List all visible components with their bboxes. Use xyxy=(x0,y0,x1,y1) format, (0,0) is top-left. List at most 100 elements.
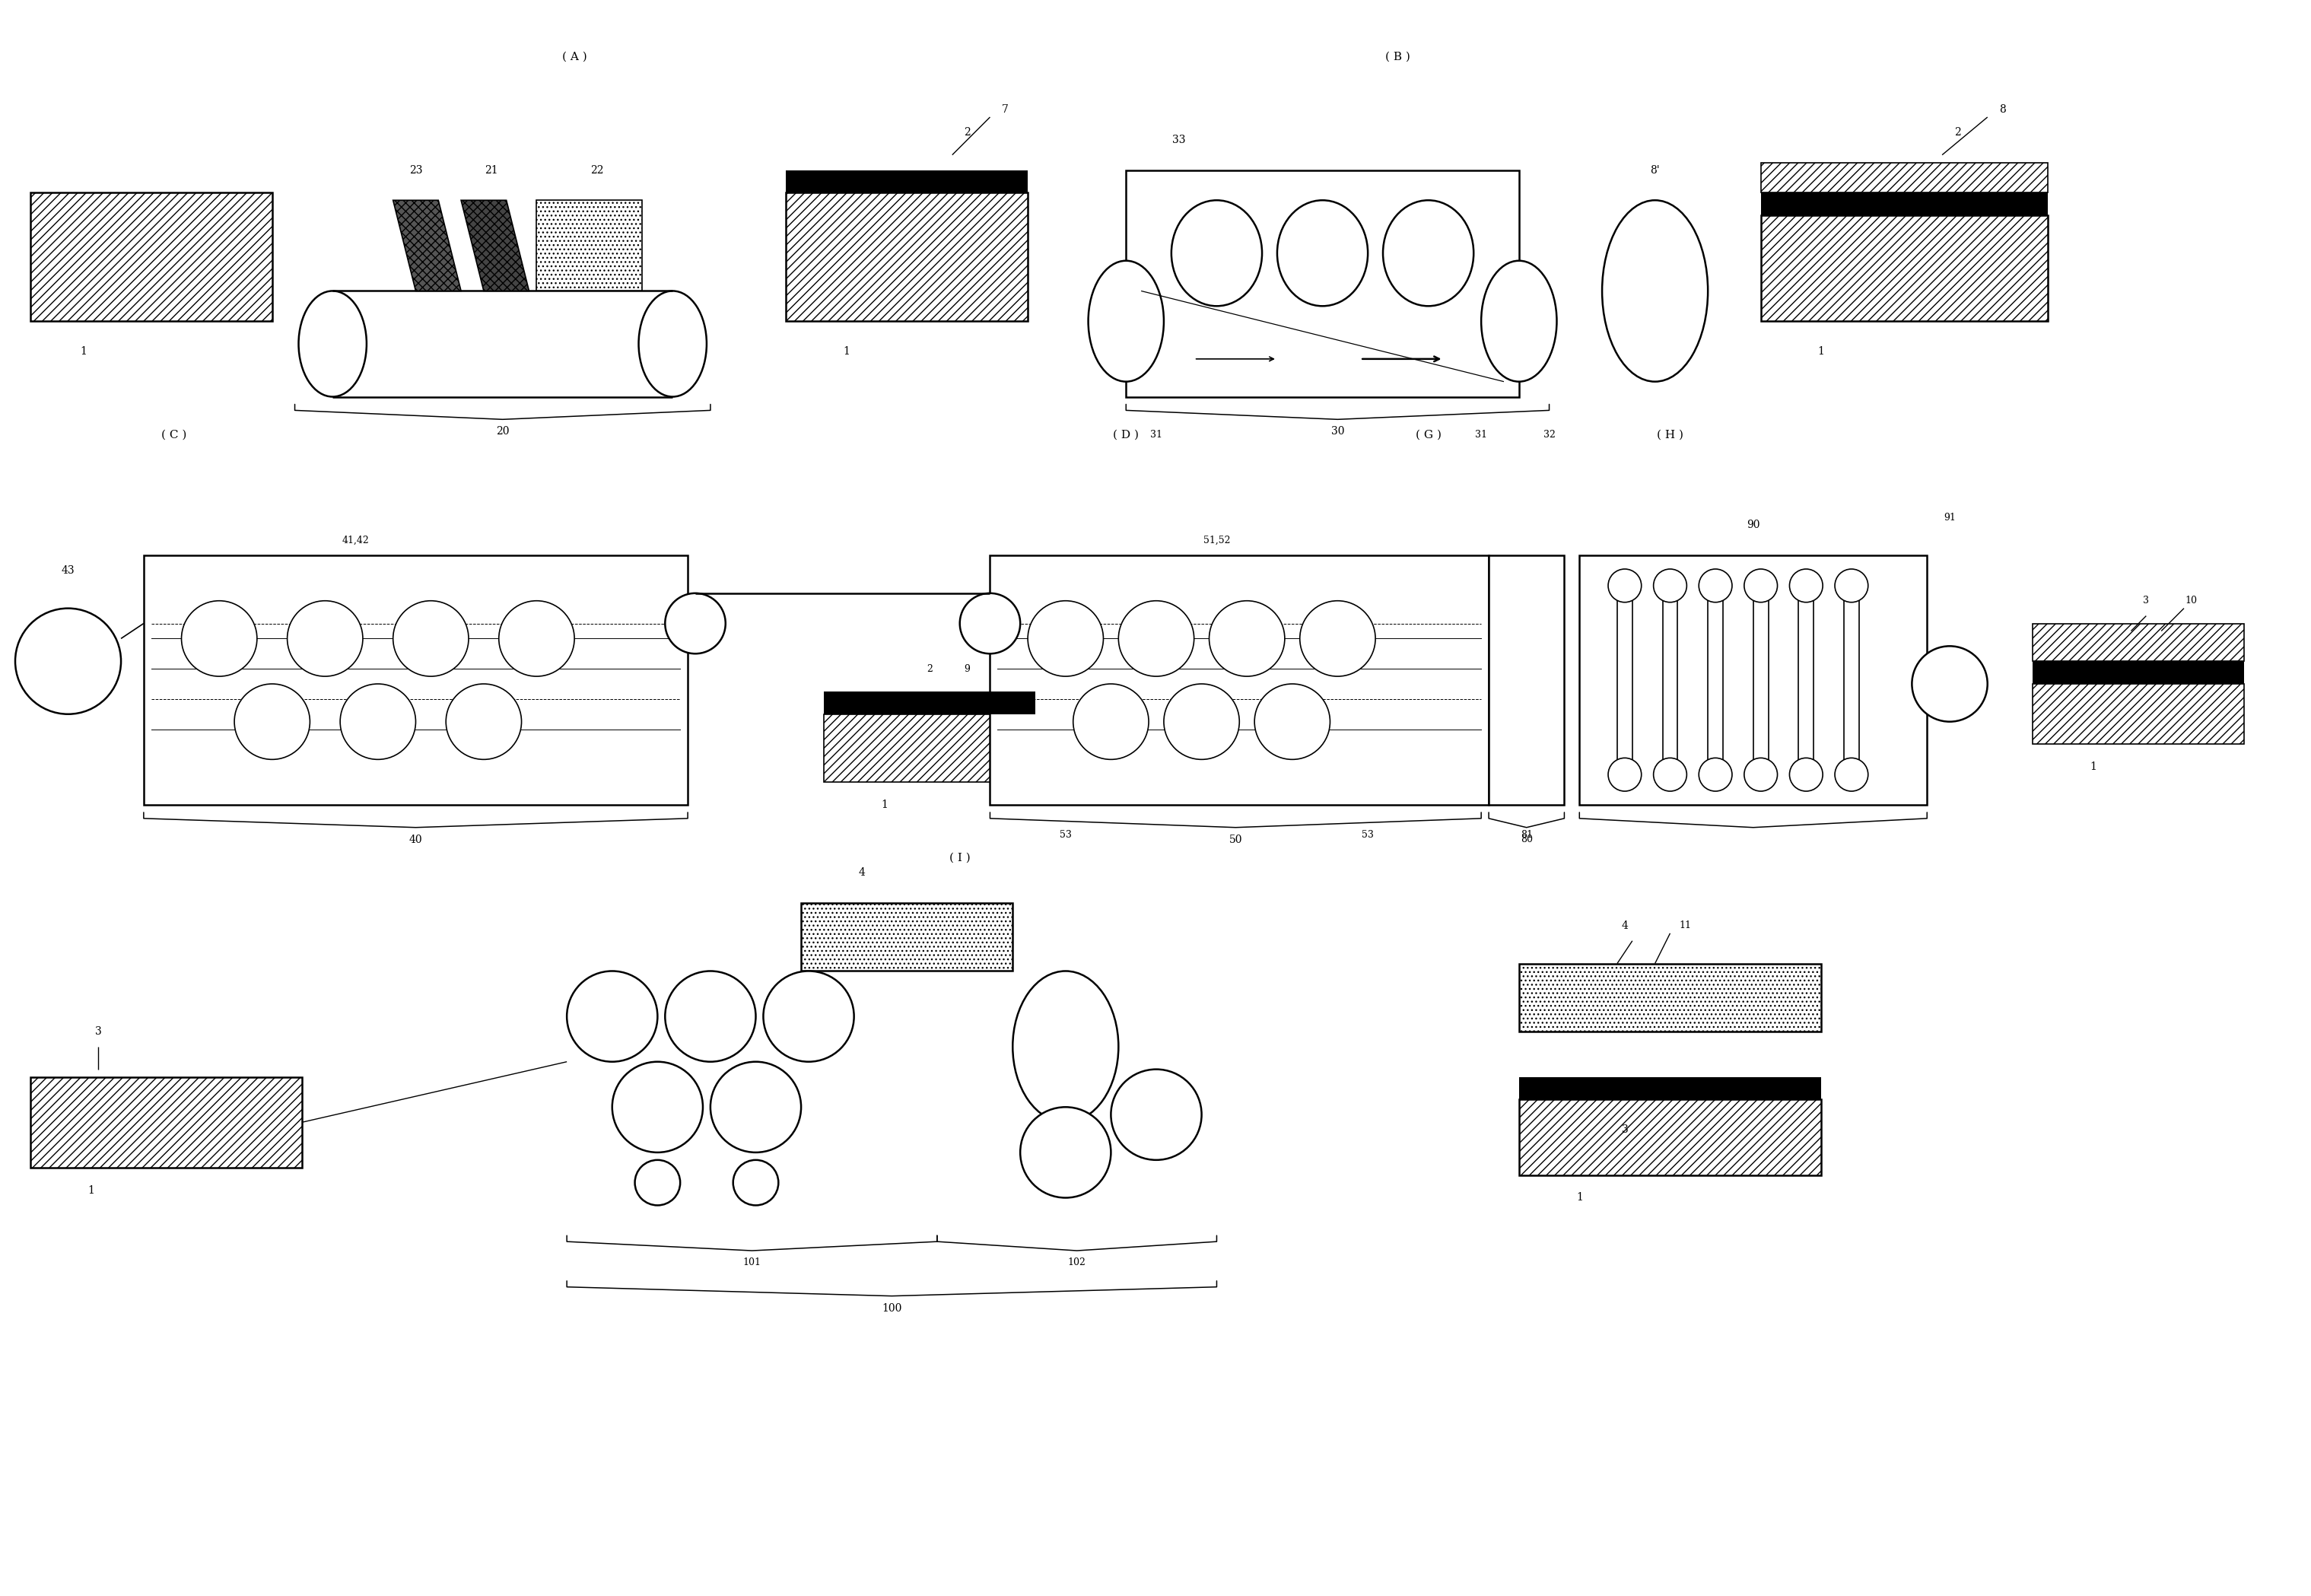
Circle shape xyxy=(612,1061,703,1152)
Circle shape xyxy=(1699,570,1731,602)
Text: 101: 101 xyxy=(742,1258,760,1267)
Circle shape xyxy=(1019,1108,1112,1197)
Bar xyxy=(1578,555,1927,804)
Text: 32: 32 xyxy=(1544,429,1555,439)
Ellipse shape xyxy=(1382,200,1474,306)
Circle shape xyxy=(1119,600,1195,677)
Bar xyxy=(1761,215,2048,321)
Text: 1: 1 xyxy=(88,1184,95,1195)
Ellipse shape xyxy=(1278,200,1368,306)
Circle shape xyxy=(1652,758,1687,792)
Text: 31: 31 xyxy=(1151,429,1162,439)
Ellipse shape xyxy=(1172,200,1262,306)
Circle shape xyxy=(1745,758,1777,792)
Text: 80: 80 xyxy=(1521,835,1532,844)
Text: 102: 102 xyxy=(1068,1258,1086,1267)
Polygon shape xyxy=(393,200,462,290)
Bar xyxy=(802,903,1012,970)
Text: ( D ): ( D ) xyxy=(1114,429,1139,440)
Ellipse shape xyxy=(298,290,367,397)
Text: 30: 30 xyxy=(1331,426,1345,437)
Bar xyxy=(2034,685,2244,744)
Text: 8: 8 xyxy=(1999,104,2006,115)
Text: 3: 3 xyxy=(2142,595,2149,606)
Circle shape xyxy=(183,600,257,677)
Text: 40: 40 xyxy=(409,835,423,844)
Text: 33: 33 xyxy=(1172,134,1186,145)
Text: ( G ): ( G ) xyxy=(1414,429,1442,440)
Circle shape xyxy=(1209,600,1285,677)
Text: 10: 10 xyxy=(2186,595,2198,606)
Ellipse shape xyxy=(638,290,707,397)
Circle shape xyxy=(1112,1069,1202,1160)
Circle shape xyxy=(1165,685,1239,760)
Bar xyxy=(1125,171,1518,397)
Text: ( A ): ( A ) xyxy=(562,51,587,62)
Bar xyxy=(1618,578,1632,782)
Bar xyxy=(143,555,689,804)
Circle shape xyxy=(636,1160,679,1205)
Circle shape xyxy=(1608,758,1641,792)
Polygon shape xyxy=(462,200,529,290)
Circle shape xyxy=(1835,758,1867,792)
Text: 51,52: 51,52 xyxy=(1204,535,1229,546)
Bar xyxy=(1518,1100,1821,1175)
Text: 90: 90 xyxy=(1747,520,1761,530)
Text: 8': 8' xyxy=(1650,164,1659,176)
Bar xyxy=(2034,661,2244,685)
Text: 2: 2 xyxy=(1953,128,1960,137)
Circle shape xyxy=(1652,570,1687,602)
Text: 22: 22 xyxy=(589,164,603,176)
Circle shape xyxy=(666,594,726,654)
Circle shape xyxy=(763,970,855,1061)
Circle shape xyxy=(1072,685,1149,760)
Bar xyxy=(989,555,1488,804)
Bar xyxy=(30,1077,303,1168)
Text: 53: 53 xyxy=(1058,830,1072,839)
Text: 91: 91 xyxy=(1944,512,1955,522)
Text: 2: 2 xyxy=(927,664,934,674)
Text: ( B ): ( B ) xyxy=(1387,51,1410,62)
Text: 1: 1 xyxy=(880,800,887,811)
Bar xyxy=(30,193,273,321)
Text: ( H ): ( H ) xyxy=(1657,429,1682,440)
Text: ( I ): ( I ) xyxy=(950,852,971,863)
Bar xyxy=(1754,578,1768,782)
Ellipse shape xyxy=(1088,260,1165,381)
Bar xyxy=(1844,578,1858,782)
Ellipse shape xyxy=(1602,200,1708,381)
Circle shape xyxy=(340,685,416,760)
Circle shape xyxy=(666,970,756,1061)
Circle shape xyxy=(566,970,659,1061)
Text: 31: 31 xyxy=(1474,429,1488,439)
Bar xyxy=(1708,578,1724,782)
Text: 11: 11 xyxy=(1680,921,1692,930)
Circle shape xyxy=(709,1061,802,1152)
Ellipse shape xyxy=(1481,260,1558,381)
Bar xyxy=(1798,578,1814,782)
Circle shape xyxy=(1745,570,1777,602)
Text: 20: 20 xyxy=(497,426,508,437)
Text: 53: 53 xyxy=(1361,830,1373,839)
Text: 1: 1 xyxy=(1819,346,1826,358)
Text: 7: 7 xyxy=(1001,104,1008,115)
Bar xyxy=(823,713,1035,782)
Circle shape xyxy=(16,608,120,713)
Bar xyxy=(823,691,1035,713)
Bar xyxy=(1662,578,1678,782)
Circle shape xyxy=(287,600,363,677)
Circle shape xyxy=(393,600,469,677)
Circle shape xyxy=(499,600,575,677)
Text: ( C ): ( C ) xyxy=(162,429,187,440)
Circle shape xyxy=(1608,570,1641,602)
Circle shape xyxy=(1789,570,1823,602)
Circle shape xyxy=(1028,600,1102,677)
Bar xyxy=(536,200,642,290)
Text: 4: 4 xyxy=(1622,921,1629,930)
Bar xyxy=(786,193,1028,321)
Text: 2: 2 xyxy=(964,128,971,137)
Text: 43: 43 xyxy=(62,565,74,576)
Bar xyxy=(1761,163,2048,193)
Text: 1: 1 xyxy=(1576,1192,1583,1203)
Circle shape xyxy=(446,685,522,760)
